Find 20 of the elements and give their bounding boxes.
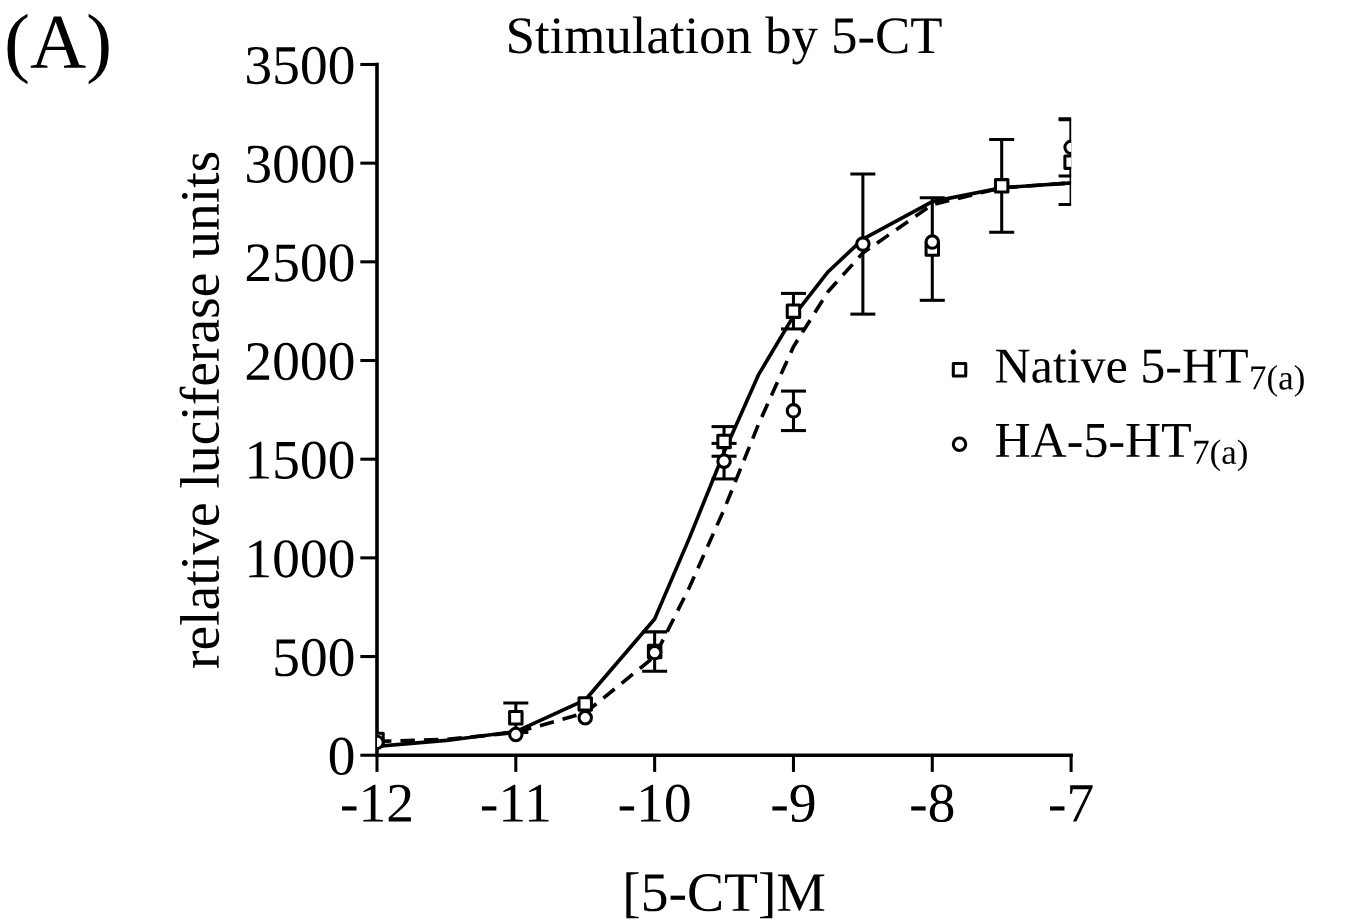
x-tick-label: -10: [619, 784, 690, 823]
x-tick-label: -7: [1050, 785, 1093, 822]
chart-title: Stimulation by 5-CT: [509, 16, 942, 65]
y-tick-label: 3500: [247, 46, 354, 85]
y-tick-label: 2000: [246, 342, 354, 381]
y-axis-title: relative luciferase units: [179, 152, 220, 668]
y-tick-label: 500: [275, 638, 354, 677]
y-tick-label: 2500: [246, 244, 354, 282]
x-tick-label: -9: [772, 784, 815, 823]
legend-label: Native 5-HT$_{7(a)}$: [995, 349, 1304, 397]
y-tick-label: 1500: [249, 441, 354, 480]
text: (A): [7, 13, 109, 85]
y-tick-label: 3000: [247, 145, 354, 183]
legend-label: HA-5-HT$_{7(a)}$: [995, 423, 1247, 472]
x-tick-label: -12: [342, 784, 411, 822]
y-tick-label: 1000: [249, 540, 354, 578]
x-axis-title: [5-CT]M: [626, 872, 825, 919]
x-tick-label: -8: [911, 784, 954, 823]
y-tick-label: 0: [329, 737, 354, 776]
x-tick-label: -11: [481, 784, 549, 822]
